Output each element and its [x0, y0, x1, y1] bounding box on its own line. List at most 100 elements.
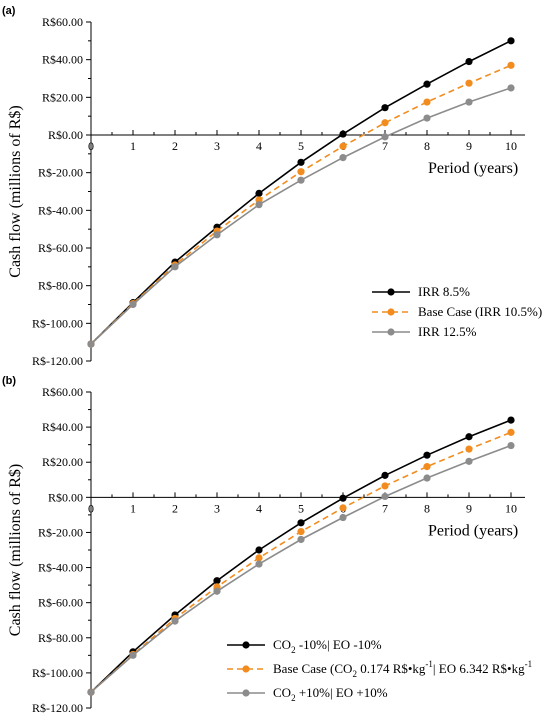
x-tick-label: 10 — [505, 139, 517, 153]
series-1 — [87, 416, 515, 696]
legend-label: IRR 12.5% — [418, 324, 477, 339]
data-point — [255, 560, 263, 568]
x-axis-label: Period (years) — [428, 522, 518, 539]
data-point — [339, 142, 347, 150]
series-2 — [87, 61, 515, 348]
data-point — [255, 189, 263, 197]
series-3 — [87, 441, 515, 696]
y-tick-label: R$-80.00 — [38, 631, 83, 645]
data-point — [465, 57, 473, 66]
y-tick-label: R$60.00 — [42, 15, 83, 29]
x-tick-label: 4 — [256, 501, 262, 515]
data-point — [297, 176, 305, 184]
y-tick-label: R$40.00 — [42, 420, 83, 434]
legend-label: CO2 -10%| EO -10% — [273, 637, 382, 655]
series-line — [90, 431, 512, 693]
y-tick-label: R$-100.00 — [32, 666, 83, 680]
x-tick-label: 10 — [505, 501, 517, 515]
data-point — [339, 504, 347, 512]
data-point — [381, 492, 389, 501]
data-point — [507, 416, 515, 424]
data-point — [129, 300, 137, 309]
x-tick-label: 5 — [298, 501, 304, 515]
data-point — [297, 158, 305, 166]
data-point — [423, 463, 431, 471]
data-point — [87, 340, 95, 348]
data-point — [423, 114, 431, 122]
data-point — [339, 154, 347, 162]
data-point — [171, 263, 179, 271]
data-point — [507, 428, 515, 436]
data-point — [129, 651, 137, 659]
data-point — [297, 168, 305, 176]
data-point — [465, 98, 473, 106]
y-tick-label: R$20.00 — [42, 455, 83, 469]
legend-marker — [242, 665, 250, 673]
data-point — [381, 133, 389, 141]
x-tick-label: 5 — [298, 139, 304, 153]
series-line — [90, 64, 512, 345]
y-tick-label: R$-100.00 — [32, 316, 83, 330]
x-tick-label: 0 — [88, 139, 94, 153]
x-tick-label: 1 — [130, 139, 136, 153]
data-point — [423, 451, 431, 459]
x-tick-label: 4 — [256, 139, 262, 153]
x-tick-label: 2 — [172, 501, 178, 515]
y-tick-label: R$0.00 — [48, 128, 83, 142]
data-point — [297, 527, 305, 536]
data-point — [255, 554, 263, 562]
data-point — [339, 130, 347, 138]
data-point — [255, 201, 263, 209]
data-point — [423, 98, 431, 106]
y-axis-label: Cash flow (millions of R$) — [7, 464, 24, 636]
legend-label: CO2 +10%| EO +10% — [273, 685, 388, 703]
data-point — [507, 61, 515, 69]
x-tick-label: 9 — [466, 501, 472, 515]
y-tick-label: R$40.00 — [42, 53, 83, 67]
data-point — [465, 457, 473, 465]
y-tick-label: R$-20.00 — [38, 525, 83, 539]
data-point — [465, 79, 473, 87]
legend-label: IRR 8.5% — [418, 284, 470, 299]
x-tick-label: 1 — [130, 501, 136, 515]
panel-label: (a) — [2, 5, 16, 17]
data-point — [507, 441, 515, 450]
y-tick-label: R$-80.00 — [38, 279, 83, 293]
legend-label: Base Case (IRR 10.5%) — [418, 304, 542, 319]
data-point — [507, 37, 515, 45]
legend-marker — [387, 328, 395, 336]
legend-label: Base Case (CO2 0.174 R$•kg-1| EO 6.342 R… — [273, 659, 532, 679]
data-point — [465, 433, 473, 441]
series-1 — [87, 37, 515, 348]
data-point — [381, 119, 389, 127]
data-point — [339, 494, 347, 502]
data-point — [171, 617, 179, 625]
legend-marker — [387, 288, 395, 296]
data-point — [423, 474, 431, 482]
y-tick-label: R$-120.00 — [32, 354, 83, 368]
y-tick-label: R$-60.00 — [38, 596, 83, 610]
x-tick-label: 7 — [382, 501, 388, 515]
y-tick-label: R$-20.00 — [38, 166, 83, 180]
panel-a: (a) R$60.00 R$40.00 R$20.00 R$0.00 R$-20.00 R$… — [2, 5, 542, 368]
y-tick-label: R$60.00 — [42, 385, 83, 399]
data-point — [339, 513, 347, 522]
data-point — [297, 519, 305, 527]
x-tick-label: 3 — [214, 501, 220, 515]
data-point — [297, 535, 305, 544]
data-point — [465, 445, 473, 453]
y-tick-label: R$-40.00 — [38, 203, 83, 217]
x-tick-label: 2 — [172, 139, 178, 153]
panel-b: (b) R$60.00 R$40.00 R$20.00 R$0.00 R$-20.00 R$… — [2, 375, 532, 715]
legend-marker — [387, 308, 395, 316]
data-point — [381, 104, 389, 112]
y-tick-label: R$-120.00 — [32, 701, 83, 715]
data-point — [423, 80, 431, 88]
data-point — [213, 577, 221, 585]
x-tick-label: 9 — [466, 139, 472, 153]
legend-marker — [242, 689, 250, 697]
data-point — [213, 587, 221, 595]
data-point — [255, 546, 263, 554]
x-tick-label: 8 — [424, 139, 430, 153]
